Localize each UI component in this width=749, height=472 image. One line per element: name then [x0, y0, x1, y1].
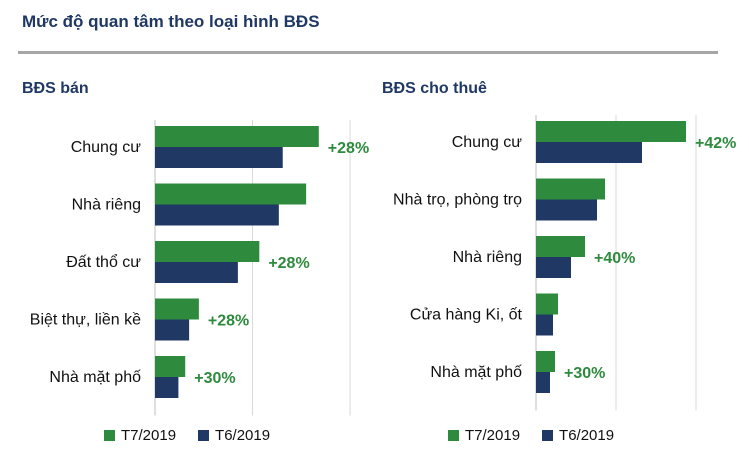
legend-swatch-t6	[542, 430, 554, 441]
bar-t6	[155, 147, 283, 168]
bar-t6	[155, 319, 190, 341]
category-label: Nhà riêng	[72, 197, 141, 214]
bar-t6	[155, 377, 179, 398]
bar-t7	[155, 241, 260, 262]
category-label: Đất thổ cư	[66, 253, 141, 271]
bar-t6	[155, 262, 238, 283]
growth-label: +28%	[268, 255, 309, 272]
legend-label-t6: T6/2019	[559, 427, 615, 444]
title-divider	[18, 51, 718, 54]
growth-label: +28%	[328, 140, 369, 157]
bar-t7	[536, 293, 558, 315]
left-chart-title: BĐS bán	[22, 80, 89, 97]
growth-label: +40%	[594, 250, 635, 267]
legend-item-t7: T7/2019	[104, 427, 176, 444]
legend-label-t7: T7/2019	[465, 427, 521, 444]
bar-t7	[155, 126, 319, 147]
growth-label: +42%	[695, 135, 736, 152]
bar-t7	[536, 236, 585, 257]
legend-item-t7: T7/2019	[448, 427, 520, 444]
bar-t7	[155, 183, 307, 205]
category-label: Nhà trọ, phòng trọ	[393, 192, 522, 209]
bar-t7	[536, 178, 605, 200]
left-bar-chart: Chung cư +28% Nhà riêng Đất thổ cư +28% Biệt …	[30, 120, 369, 416]
category-label: Chung cư	[452, 134, 523, 151]
legend-label-t6: T6/2019	[215, 427, 271, 444]
category-label: Biệt thự, liền kề	[30, 312, 141, 329]
bar-t7	[536, 351, 555, 372]
bar-t6	[536, 199, 597, 221]
bar-t6	[155, 204, 279, 226]
category-label: Nhà mặt phố	[49, 369, 141, 386]
bar-t6	[536, 142, 642, 163]
legend-item-t6: T6/2019	[542, 427, 614, 444]
growth-label: +30%	[194, 370, 235, 387]
right-chart-title: BĐS cho thuê	[382, 80, 487, 97]
category-label: Cửa hàng Ki, ốt	[410, 307, 523, 324]
right-bar-chart: Chung cư +42% Nhà trọ, phòng trọ Nhà riêng +…	[393, 115, 736, 411]
bar-t6	[536, 314, 553, 336]
growth-label: +30%	[564, 365, 605, 382]
left-legend: T7/2019 T6/2019	[104, 427, 292, 444]
category-label: Nhà mặt phố	[430, 364, 522, 381]
legend-item-t6: T6/2019	[198, 427, 270, 444]
legend-swatch-t7	[448, 430, 459, 441]
legend-swatch-t6	[198, 430, 210, 441]
growth-label: +28%	[208, 313, 249, 330]
bar-t7	[536, 121, 686, 142]
legend-swatch-t7	[104, 430, 115, 441]
page-title: Mức độ quan tâm theo loại hình BĐS	[22, 12, 320, 31]
category-label: Nhà riêng	[453, 249, 522, 266]
right-legend: T7/2019 T6/2019	[448, 427, 636, 444]
bar-t7	[155, 298, 199, 320]
legend-label-t7: T7/2019	[121, 427, 177, 444]
category-label: Chung cư	[71, 139, 142, 156]
bar-t6	[536, 257, 571, 278]
bar-t7	[155, 356, 186, 377]
bar-t6	[536, 372, 550, 393]
